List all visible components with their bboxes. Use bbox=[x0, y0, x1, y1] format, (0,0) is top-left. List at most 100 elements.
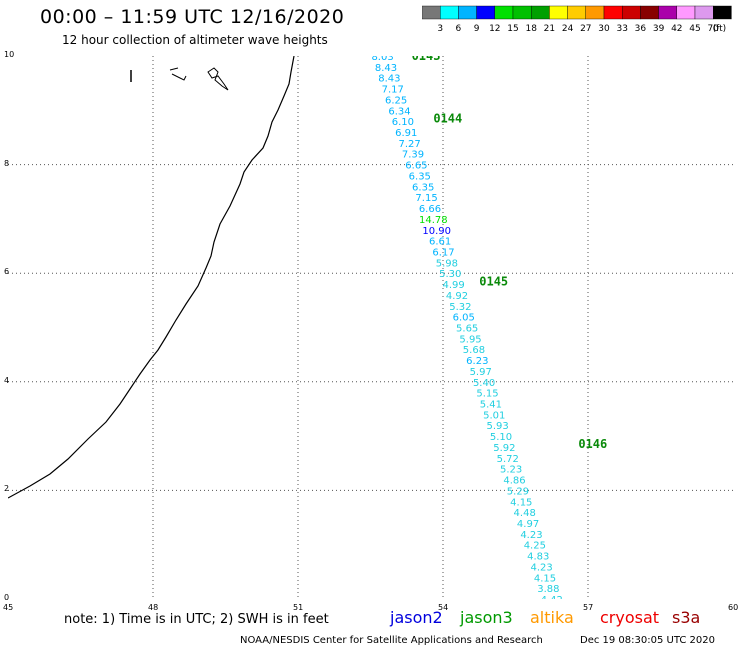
track-value: 4.99 bbox=[443, 280, 465, 291]
satellite-label-jason3: jason3 bbox=[460, 608, 513, 627]
track-value: 5.41 bbox=[480, 400, 502, 411]
track-value: 10.90 bbox=[422, 226, 451, 237]
page-title: 00:00 – 11:59 UTC 12/16/2020 bbox=[40, 6, 345, 28]
lat-tick-label: 4 bbox=[4, 375, 10, 385]
track-value: 8.03 bbox=[371, 56, 393, 63]
scale-swatch bbox=[603, 5, 623, 20]
scale-label: 6 bbox=[456, 24, 462, 34]
scale-label: 12 bbox=[489, 24, 500, 34]
footer-timestamp: Dec 19 08:30:05 UTC 2020 bbox=[580, 635, 715, 646]
scale-swatch bbox=[694, 5, 714, 20]
track-value: 5.72 bbox=[497, 454, 519, 465]
track-value: 14.78 bbox=[419, 215, 448, 226]
track-value: 4.25 bbox=[524, 541, 546, 552]
track-value: 5.01 bbox=[483, 410, 505, 421]
lon-tick-label: 60 bbox=[728, 603, 739, 612]
lat-tick-label: 2 bbox=[4, 484, 10, 494]
track-value: 5.29 bbox=[507, 486, 529, 497]
track-value: 6.05 bbox=[453, 313, 475, 324]
track-value: 5.15 bbox=[476, 389, 498, 400]
scale-label: 18 bbox=[525, 24, 537, 34]
scale-swatch bbox=[567, 5, 587, 20]
track-value: 5.97 bbox=[470, 367, 492, 378]
scale-swatch bbox=[676, 5, 696, 20]
lat-tick-label: 8 bbox=[4, 158, 10, 168]
footer-credit: NOAA/NESDIS Center for Satellite Applica… bbox=[240, 635, 543, 646]
color-scale-legend: 3 6 9 12 15 18 21 24 27 30 33 36 39 42 45 70(ft) bbox=[422, 5, 732, 34]
lon-tick-label: 48 bbox=[148, 603, 159, 612]
scale-label: 24 bbox=[562, 24, 574, 34]
pass-time-label: 0146 bbox=[578, 437, 607, 451]
scale-label: 15 bbox=[507, 24, 518, 34]
scale-swatch bbox=[476, 5, 495, 20]
island bbox=[169, 67, 187, 81]
track-value: 6.25 bbox=[385, 95, 407, 106]
track-value: 5.23 bbox=[500, 465, 522, 476]
scale-label: 42 bbox=[671, 24, 682, 34]
scale-swatch bbox=[440, 5, 459, 20]
track-value: 5.93 bbox=[486, 421, 508, 432]
lon-tick-label: 51 bbox=[293, 603, 304, 612]
lat-tick-label: 6 bbox=[4, 267, 10, 277]
track-value: 6.91 bbox=[395, 128, 417, 139]
track-value: 4.97 bbox=[517, 519, 539, 530]
track-value: 3.88 bbox=[537, 584, 559, 595]
scale-label: 36 bbox=[635, 24, 647, 34]
lat-tick-label: 0 bbox=[4, 593, 10, 602]
scale-label: 27 bbox=[580, 24, 591, 34]
satellite-label-jason2: jason2 bbox=[390, 608, 443, 627]
track-value: 6.23 bbox=[466, 356, 488, 367]
track-value: 6.34 bbox=[388, 106, 410, 117]
lat-tick-label: 10 bbox=[4, 50, 15, 59]
scale-swatch bbox=[512, 5, 532, 20]
scale-label: 30 bbox=[598, 24, 610, 34]
track-value: 5.65 bbox=[456, 324, 478, 335]
lon-tick-label: 54 bbox=[438, 603, 449, 612]
track-value: 7.15 bbox=[415, 193, 437, 204]
pass-time-label: 0144 bbox=[433, 111, 462, 125]
scale-label: 9 bbox=[474, 24, 480, 34]
track-value: 6.17 bbox=[432, 247, 454, 258]
track-value: 5.95 bbox=[459, 334, 481, 345]
lon-tick-label: 57 bbox=[583, 603, 594, 612]
track-value: 4.23 bbox=[520, 530, 542, 541]
wave-height-map[interactable]: 8.038.438.437.176.256.346.106.917.277.39… bbox=[8, 56, 733, 599]
track-value: 5.32 bbox=[449, 302, 471, 313]
track-value: 4.23 bbox=[530, 562, 552, 573]
scale-label: 45 bbox=[689, 24, 700, 34]
scale-label: 70 bbox=[707, 24, 719, 34]
track-value: 6.35 bbox=[409, 171, 431, 182]
scale-swatch bbox=[494, 5, 514, 20]
scale-label: 33 bbox=[616, 24, 627, 34]
scale-swatch bbox=[422, 5, 441, 20]
track-value: 5.10 bbox=[490, 432, 512, 443]
track-value: 4.92 bbox=[446, 291, 468, 302]
scale-swatch bbox=[549, 5, 568, 20]
track-value: 4.15 bbox=[534, 573, 556, 584]
scale-unit: (ft) bbox=[713, 24, 727, 34]
track-value: 5.68 bbox=[463, 345, 485, 356]
satellite-label-cryosat: cryosat bbox=[600, 608, 660, 627]
track-value: 8.43 bbox=[378, 74, 400, 85]
track-value: 7.27 bbox=[399, 139, 421, 150]
scale-swatch bbox=[530, 5, 550, 20]
scale-label: 21 bbox=[544, 24, 555, 34]
track-value: 4.83 bbox=[527, 552, 549, 563]
track-value: 4.48 bbox=[514, 508, 536, 519]
track-value: 6.10 bbox=[392, 117, 414, 128]
scale-swatch bbox=[458, 5, 477, 20]
coastline bbox=[8, 56, 295, 499]
satellite-label-altika: altika bbox=[530, 608, 574, 627]
scale-swatch bbox=[621, 5, 641, 20]
track-value: 6.35 bbox=[412, 182, 434, 193]
scale-swatch bbox=[585, 5, 605, 20]
scale-label: 39 bbox=[653, 24, 665, 34]
track-value: 5.98 bbox=[436, 258, 458, 269]
lon-tick-label: 45 bbox=[3, 603, 14, 612]
scale-label: 3 bbox=[437, 24, 443, 34]
track-value: 4.86 bbox=[503, 476, 525, 487]
pass-time-label: 0145 bbox=[479, 274, 508, 288]
footer-note: note: 1) Time is in UTC; 2) SWH is in fe… bbox=[64, 612, 329, 627]
track-value: 7.17 bbox=[382, 85, 404, 96]
page-subtitle: 12 hour collection of altimeter wave hei… bbox=[62, 33, 328, 47]
